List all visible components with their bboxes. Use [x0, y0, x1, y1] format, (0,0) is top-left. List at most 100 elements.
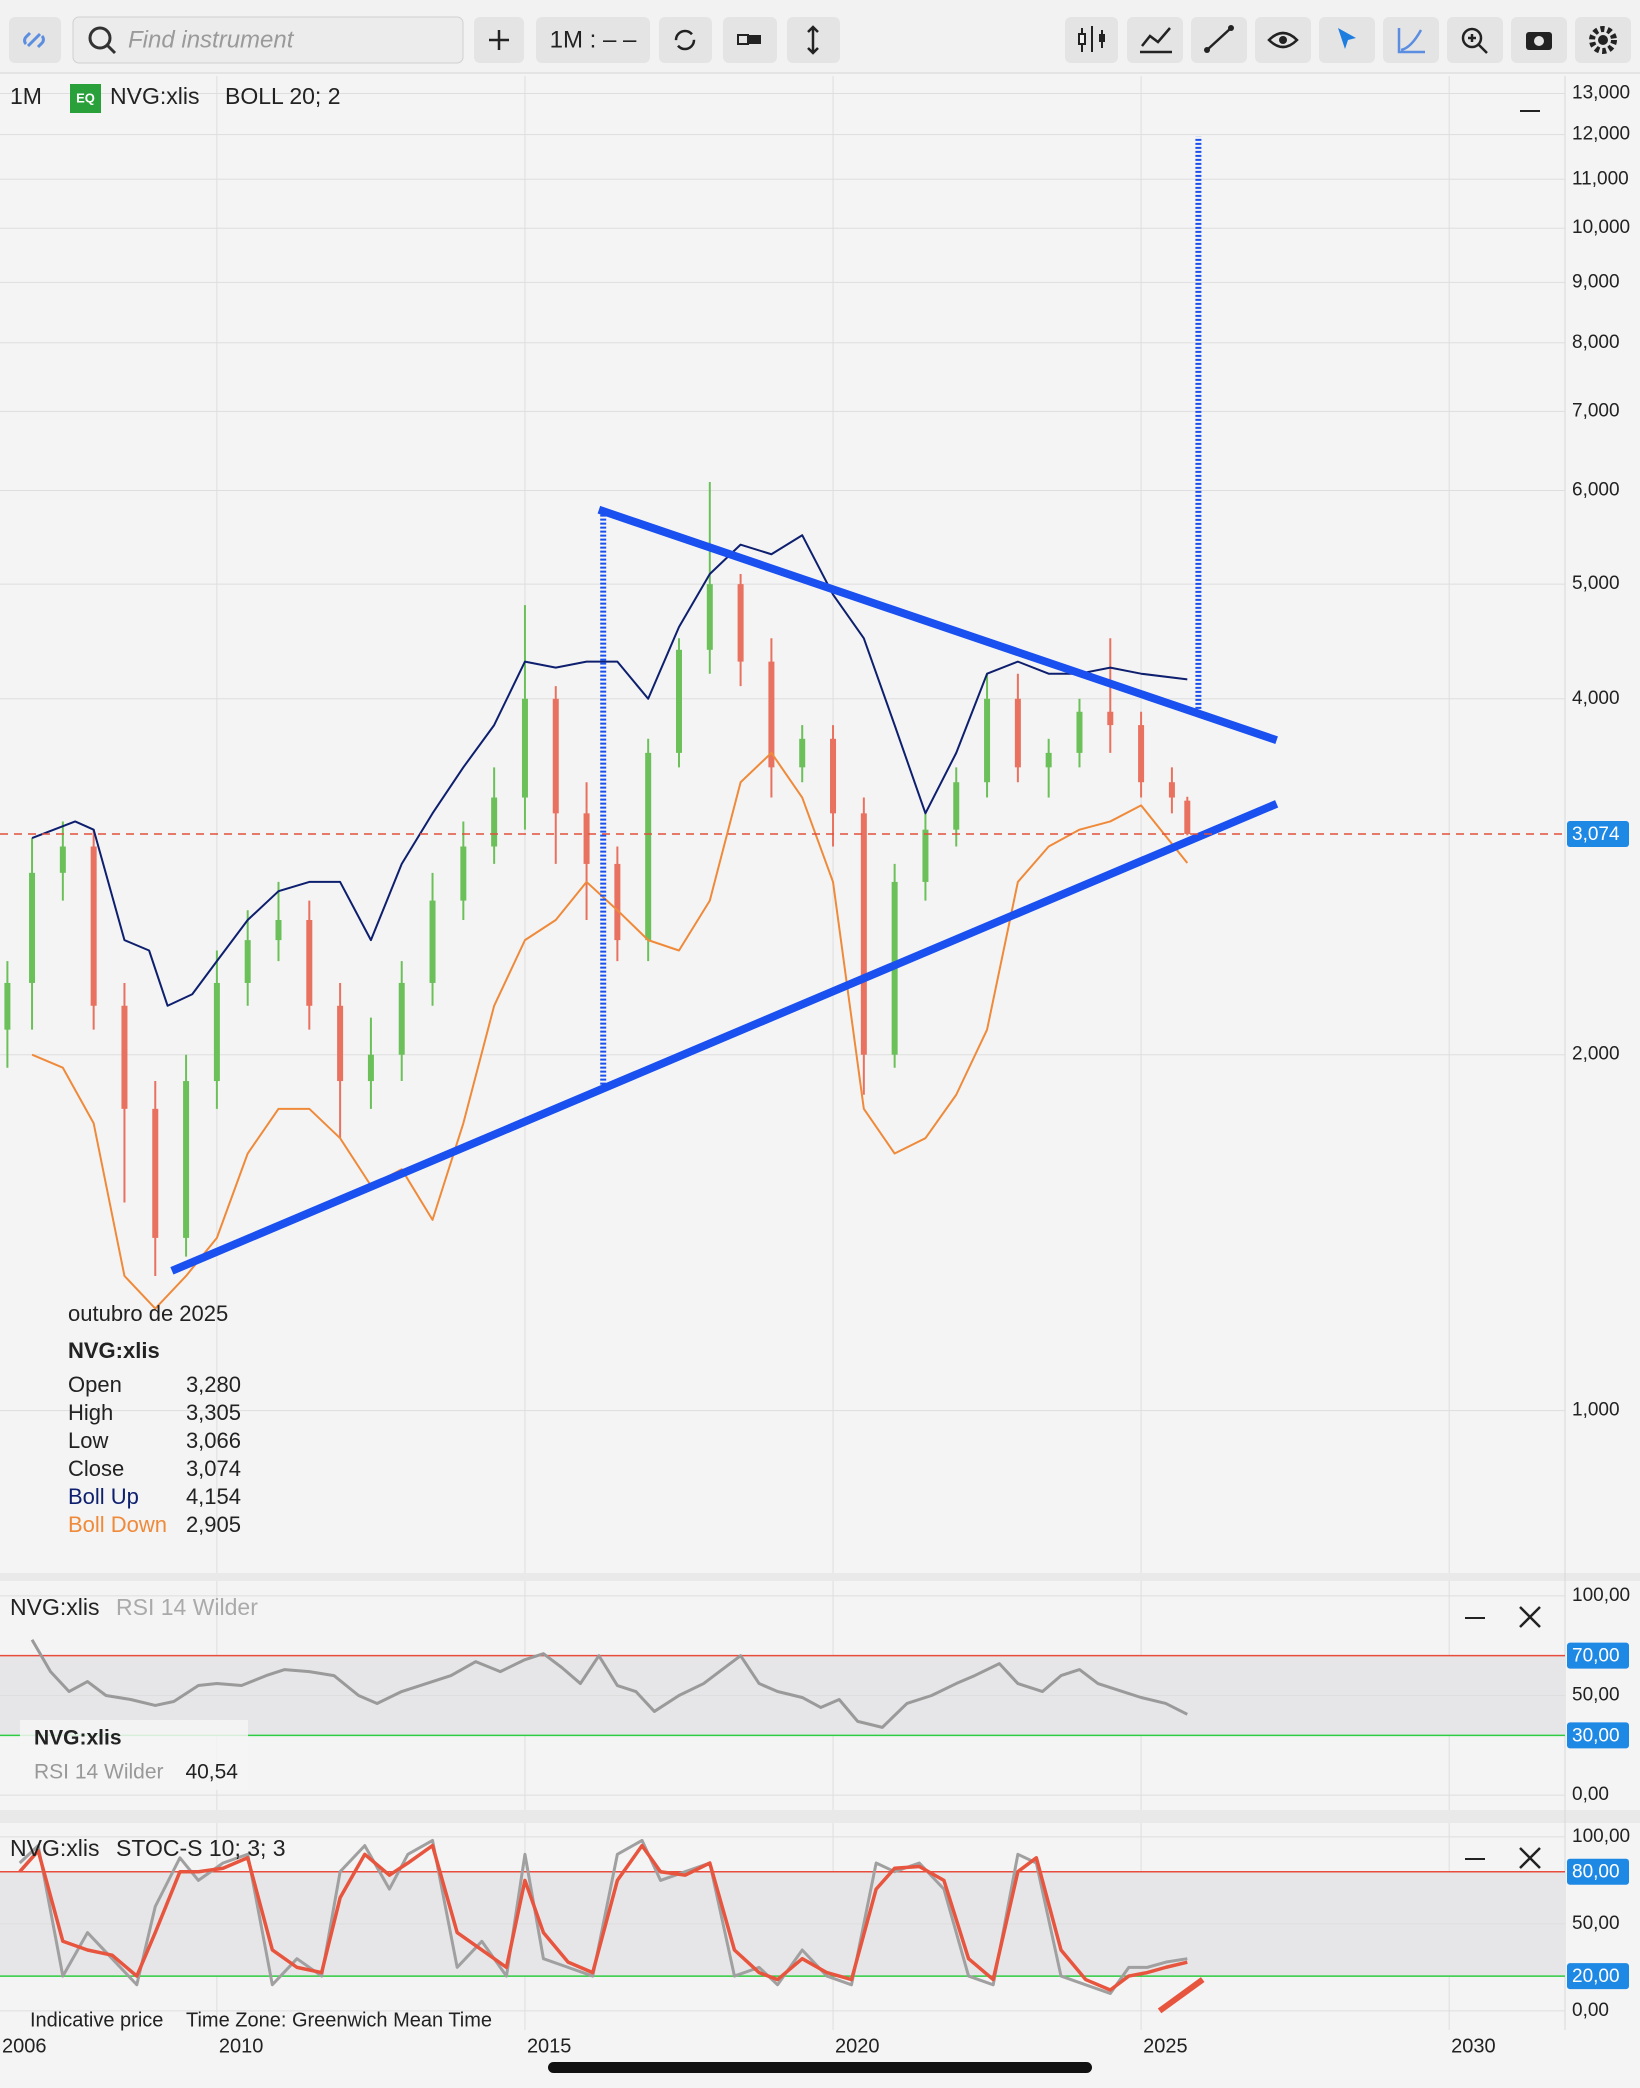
search-box[interactable]: Find instrument	[72, 16, 464, 64]
y-tick-label: 50,00	[1572, 1913, 1620, 1934]
x-tick-label: 2006	[2, 2035, 47, 2057]
candle-body	[398, 982, 405, 1055]
indicator: BOLL 20; 2	[225, 83, 341, 109]
candle-body	[460, 846, 467, 901]
candle-body	[1014, 698, 1021, 768]
info-label: Close	[68, 1456, 124, 1481]
candle-body	[29, 872, 36, 983]
candle-body	[1184, 800, 1191, 834]
candle-body	[1107, 711, 1114, 726]
candle-body	[244, 940, 251, 983]
interval: 1M	[10, 83, 42, 109]
close-button[interactable]	[1519, 1606, 1541, 1628]
draw-button[interactable]	[1191, 17, 1247, 63]
y-tick-label: 12,000	[1572, 124, 1630, 145]
panel-instrument: NVG:xlis	[10, 1594, 99, 1620]
candle-body	[860, 813, 867, 1055]
rsi-info-instrument: NVG:xlis	[34, 1727, 122, 1750]
y-tick-label: 6,000	[1572, 480, 1620, 501]
level-tag	[1567, 1642, 1629, 1669]
info-value: 2,905	[186, 1512, 241, 1537]
candle-body	[552, 698, 559, 814]
plot-layer: 2006 2010 2015 2020 2025 2030 1,000 2,000 4,000 5…	[0, 76, 1630, 2057]
candle-body	[1076, 711, 1083, 753]
info-instrument: NVG:xlis	[68, 1338, 160, 1363]
bollinger-line	[31, 534, 1188, 1007]
candle-body	[953, 782, 960, 830]
y-tick-label: 50,00	[1572, 1685, 1620, 1706]
rsi-info-bg	[20, 1720, 248, 1790]
layout-button[interactable]	[723, 17, 777, 63]
level-tag	[1567, 1858, 1629, 1885]
y-tick-label: 7,000	[1572, 400, 1620, 421]
candle-body	[1168, 782, 1175, 798]
close-button[interactable]	[1519, 1847, 1541, 1869]
info-value: 4,154	[186, 1484, 241, 1509]
link-button[interactable]	[9, 17, 61, 63]
panel-controls	[1465, 1606, 1541, 1628]
candle-body	[90, 846, 97, 1006]
y-tick-label: 9,000	[1572, 271, 1620, 292]
interval-label: 1M : – –	[550, 26, 637, 53]
candle-body	[706, 584, 713, 650]
add-button[interactable]	[474, 17, 524, 63]
candle-body	[4, 982, 11, 1030]
trend-line	[597, 505, 1278, 744]
footer-note: Indicative price	[30, 2009, 163, 2031]
info-value: 3,280	[186, 1372, 241, 1397]
candle-body	[830, 738, 837, 814]
pointer-button[interactable]	[1319, 17, 1375, 63]
refresh-button[interactable]	[659, 17, 712, 63]
level-tag	[1567, 1963, 1629, 1990]
candle-body	[645, 752, 652, 941]
visibility-button[interactable]	[1255, 17, 1311, 63]
candle-body	[768, 661, 775, 768]
y-tick-label: 0,00	[1572, 1784, 1609, 1805]
info-label: Boll Up	[68, 1484, 139, 1509]
indicator-line	[18, 1843, 1188, 1992]
candle-body	[213, 982, 220, 1082]
level-label: 20,00	[1572, 1966, 1620, 1987]
panel-separator	[0, 1573, 1640, 1581]
indicator-line	[30, 1638, 1188, 1729]
y-tick-label: 100,00	[1572, 1585, 1630, 1606]
candle-body	[737, 584, 744, 662]
snapshot-button[interactable]	[1511, 17, 1567, 63]
interval-button[interactable]: 1M : – –	[536, 17, 650, 63]
candle-body	[275, 919, 282, 941]
x-tick-label: 2020	[835, 2035, 880, 2057]
y-tick-label: 11,000	[1572, 168, 1629, 189]
bollinger-line	[31, 751, 1189, 1310]
indicator-button[interactable]	[1127, 17, 1183, 63]
instrument: NVG:xlis	[110, 83, 199, 109]
candle-body	[367, 1054, 374, 1082]
y-tick-label: 5,000	[1572, 573, 1620, 594]
y-tick-label: 4,000	[1572, 688, 1620, 709]
info-label: Low	[68, 1428, 108, 1453]
badge-bg	[70, 84, 101, 113]
resize-button[interactable]	[787, 17, 840, 63]
trend-line	[1157, 1977, 1205, 2014]
x-tick-label: 2010	[219, 2035, 264, 2057]
candle-body	[583, 813, 590, 864]
y-tick-label: 13,000	[1572, 82, 1630, 103]
candle-body	[306, 919, 313, 1006]
curve-button[interactable]	[1383, 17, 1439, 63]
rsi-info-value: 40,54	[185, 1761, 238, 1784]
badge: EQ	[76, 90, 95, 105]
info-value: 3,066	[186, 1428, 241, 1453]
candle-body	[922, 829, 929, 882]
settings-button[interactable]	[1575, 17, 1631, 63]
panel-separator	[0, 1810, 1640, 1823]
candle-body	[1138, 725, 1145, 783]
candle-body	[152, 1108, 159, 1238]
y-tick-label: 0,00	[1572, 2000, 1609, 2021]
y-tick-label: 10,000	[1572, 217, 1630, 238]
candle-type-button[interactable]	[1065, 17, 1118, 63]
y-tick-label: 1,000	[1572, 1400, 1620, 1421]
y-tick-label: 2,000	[1572, 1044, 1620, 1065]
panel-instrument: NVG:xlis	[10, 1835, 99, 1861]
zoom-button[interactable]	[1447, 17, 1503, 63]
level-tag	[1567, 1722, 1629, 1749]
